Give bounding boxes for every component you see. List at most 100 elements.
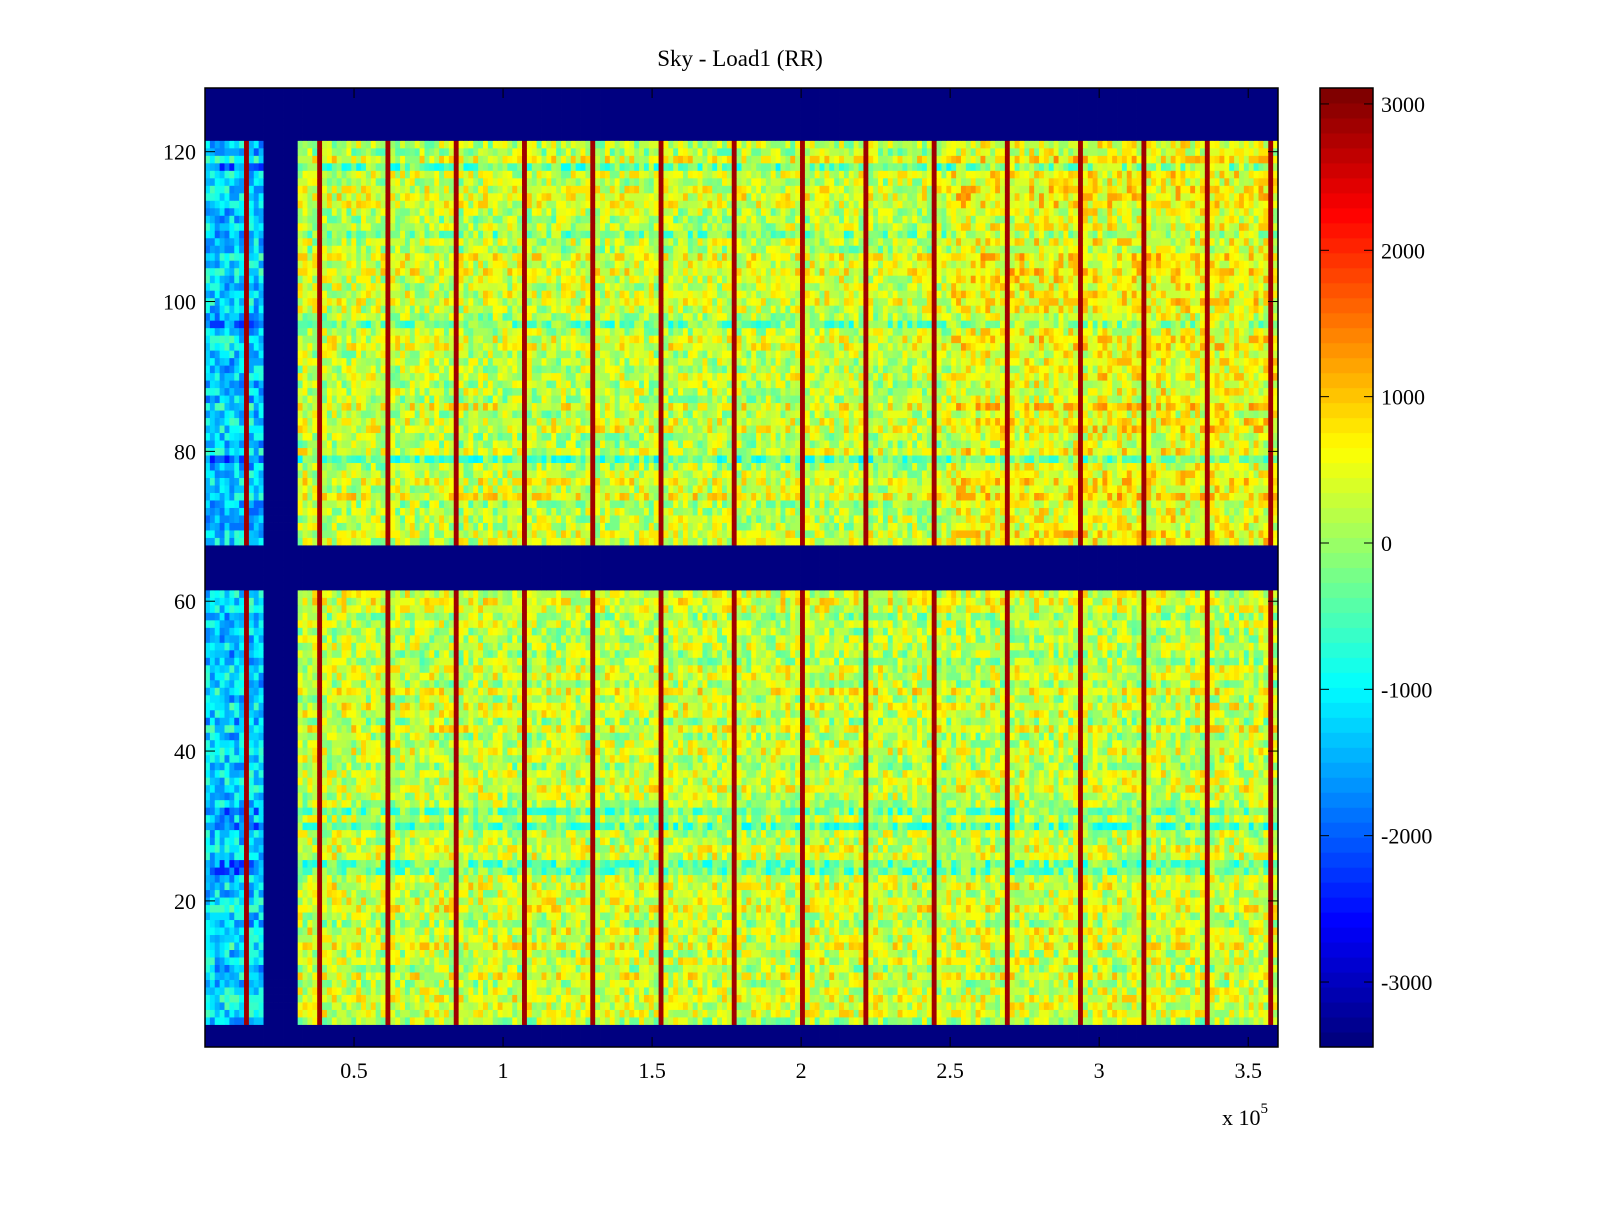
heatmap-cell [746,942,751,950]
heatmap-cell [1078,890,1083,898]
heatmap-cell [337,875,342,883]
heatmap-cell [1176,965,1181,973]
heatmap-cell [937,905,942,913]
heatmap-cell [361,920,366,928]
heatmap-cell [1234,987,1239,995]
heatmap-cell [205,1017,210,1025]
heatmap-cell [210,920,215,928]
heatmap-cell [424,987,429,995]
heatmap-cell [1083,980,1088,988]
heatmap-cell [688,1017,693,1025]
heatmap-cell [922,965,927,973]
heatmap-cell [439,1017,444,1025]
heatmap-cell [859,972,864,980]
heatmap-cell [259,890,264,898]
heatmap-cell [1239,942,1244,950]
heatmap-cell [927,1032,932,1040]
heatmap-cell [673,995,678,1003]
heatmap-cell [1034,995,1039,1003]
heatmap-cell [600,920,605,928]
heatmap-cell [941,890,946,898]
heatmap-cell [420,942,425,950]
heatmap-cell [1210,1025,1215,1033]
heatmap-cell [468,897,473,905]
heatmap-cell [985,965,990,973]
heatmap-cell [1180,1040,1185,1048]
heatmap-cell [415,912,420,920]
heatmap-cell [917,882,922,890]
heatmap-cell [941,875,946,883]
heatmap-cell [1000,1032,1005,1040]
heatmap-cell [829,950,834,958]
heatmap-cell [873,957,878,965]
heatmap-cell [761,957,766,965]
heatmap-cell [1112,905,1117,913]
heatmap-cell [390,912,395,920]
heatmap-cell [727,950,732,958]
heatmap-cell [1024,1002,1029,1010]
heatmap-cell [776,995,781,1003]
heatmap-cell [956,897,961,905]
heatmap-cell [1029,1002,1034,1010]
heatmap-cell [839,905,844,913]
heatmap-cell [1176,942,1181,950]
heatmap-cell [1044,882,1049,890]
heatmap-cell [746,972,751,980]
heatmap-cell [517,1040,522,1048]
heatmap-cell [1180,920,1185,928]
heatmap-cell [468,935,473,943]
heatmap-cell [785,1025,790,1033]
heatmap-cell [254,965,259,973]
heatmap-cell [273,942,278,950]
heatmap-cell [1010,935,1015,943]
heatmap-cell [1141,1032,1146,1040]
heatmap-cell [1156,897,1161,905]
heatmap-cell [566,1010,571,1018]
heatmap-cell [649,980,654,988]
heatmap-cell [629,987,634,995]
heatmap-cell [785,897,790,905]
heatmap-cell [478,1010,483,1018]
heatmap-cell [737,980,742,988]
heatmap-cell [1156,987,1161,995]
heatmap-cell [1161,1040,1166,1048]
heatmap-cell [1195,912,1200,920]
heatmap-cell [980,890,985,898]
heatmap-cell [1151,972,1156,980]
heatmap-cell [893,1002,898,1010]
heatmap-cell [464,927,469,935]
heatmap-cell [893,972,898,980]
heatmap-cell [1088,1002,1093,1010]
heatmap-cell [278,957,283,965]
heatmap-cell [693,995,698,1003]
heatmap-cell [420,1017,425,1025]
heatmap-cell [566,995,571,1003]
heatmap-cell [698,912,703,920]
heatmap-cell [366,912,371,920]
heatmap-cell [1112,950,1117,958]
heatmap-cell [1195,1010,1200,1018]
heatmap-cell [1059,950,1064,958]
heatmap-cell [1068,987,1073,995]
heatmap-cell [1200,905,1205,913]
heatmap-cell [434,1025,439,1033]
heatmap-cell [737,890,742,898]
heatmap-cell [1161,882,1166,890]
heatmap-cell [581,935,586,943]
heatmap-cell [268,965,273,973]
heatmap-cell [459,920,464,928]
heatmap-cell [1244,980,1249,988]
heatmap-cell [849,927,854,935]
heatmap-cell [1176,935,1181,943]
heatmap-cell [844,920,849,928]
heatmap-cell [810,882,815,890]
heatmap-cell [322,897,327,905]
heatmap-cell [346,972,351,980]
heatmap-cell [1127,920,1132,928]
heatmap-cell [883,897,888,905]
heatmap-cell [488,1025,493,1033]
heatmap-cell [878,1017,883,1025]
heatmap-cell [405,1002,410,1010]
heatmap-cell [1176,920,1181,928]
heatmap-cell [273,1032,278,1040]
